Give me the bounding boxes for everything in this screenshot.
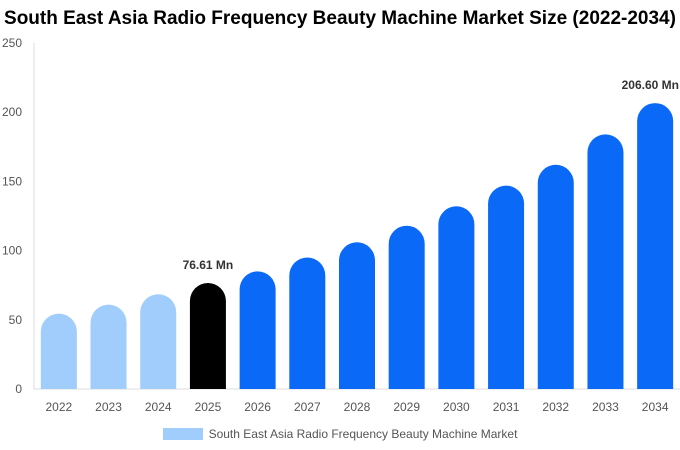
data-label-2034: 206.60 Mn	[622, 78, 679, 92]
bar-2031	[488, 185, 525, 389]
bar-2026	[239, 271, 276, 389]
chart-title: South East Asia Radio Frequency Beauty M…	[4, 8, 676, 29]
x-tick-label: 2030	[443, 400, 470, 414]
bar-2029	[388, 225, 425, 389]
legend: South East Asia Radio Frequency Beauty M…	[0, 426, 680, 441]
bar-2030	[438, 206, 475, 389]
x-tick-label: 2023	[95, 400, 122, 414]
x-tick-label: 2034	[642, 400, 669, 414]
x-tick-label: 2033	[592, 400, 619, 414]
bar-2025	[189, 282, 226, 389]
bar-2032	[537, 164, 574, 389]
bar-2028	[339, 242, 375, 389]
y-tick-label: 250	[2, 36, 22, 50]
x-tick-label: 2026	[244, 400, 271, 414]
x-tick-label: 2025	[195, 400, 222, 414]
x-tick-label: 2031	[493, 400, 520, 414]
x-tick-label: 2028	[344, 400, 371, 414]
legend-label: South East Asia Radio Frequency Beauty M…	[208, 426, 518, 441]
bar-2023	[90, 304, 127, 389]
bar-2027	[289, 257, 326, 389]
x-tick-label: 2024	[145, 400, 172, 414]
legend-swatch	[162, 427, 203, 440]
x-tick-label: 2027	[294, 400, 321, 414]
x-tick-label: 2029	[393, 400, 420, 414]
data-label-2025: 76.61 Mn	[183, 258, 234, 272]
y-tick-label: 50	[9, 313, 23, 327]
bar-2022	[40, 313, 77, 389]
y-tick-label: 150	[2, 174, 22, 188]
x-tick-label: 2032	[542, 400, 569, 414]
bar-2033	[587, 134, 624, 389]
x-tick-label: 2022	[45, 400, 72, 414]
y-tick-label: 100	[2, 244, 22, 258]
bar-2024	[140, 294, 177, 389]
y-tick-label: 0	[15, 382, 22, 396]
bar-2034	[637, 103, 674, 389]
y-tick-label: 200	[2, 105, 22, 119]
